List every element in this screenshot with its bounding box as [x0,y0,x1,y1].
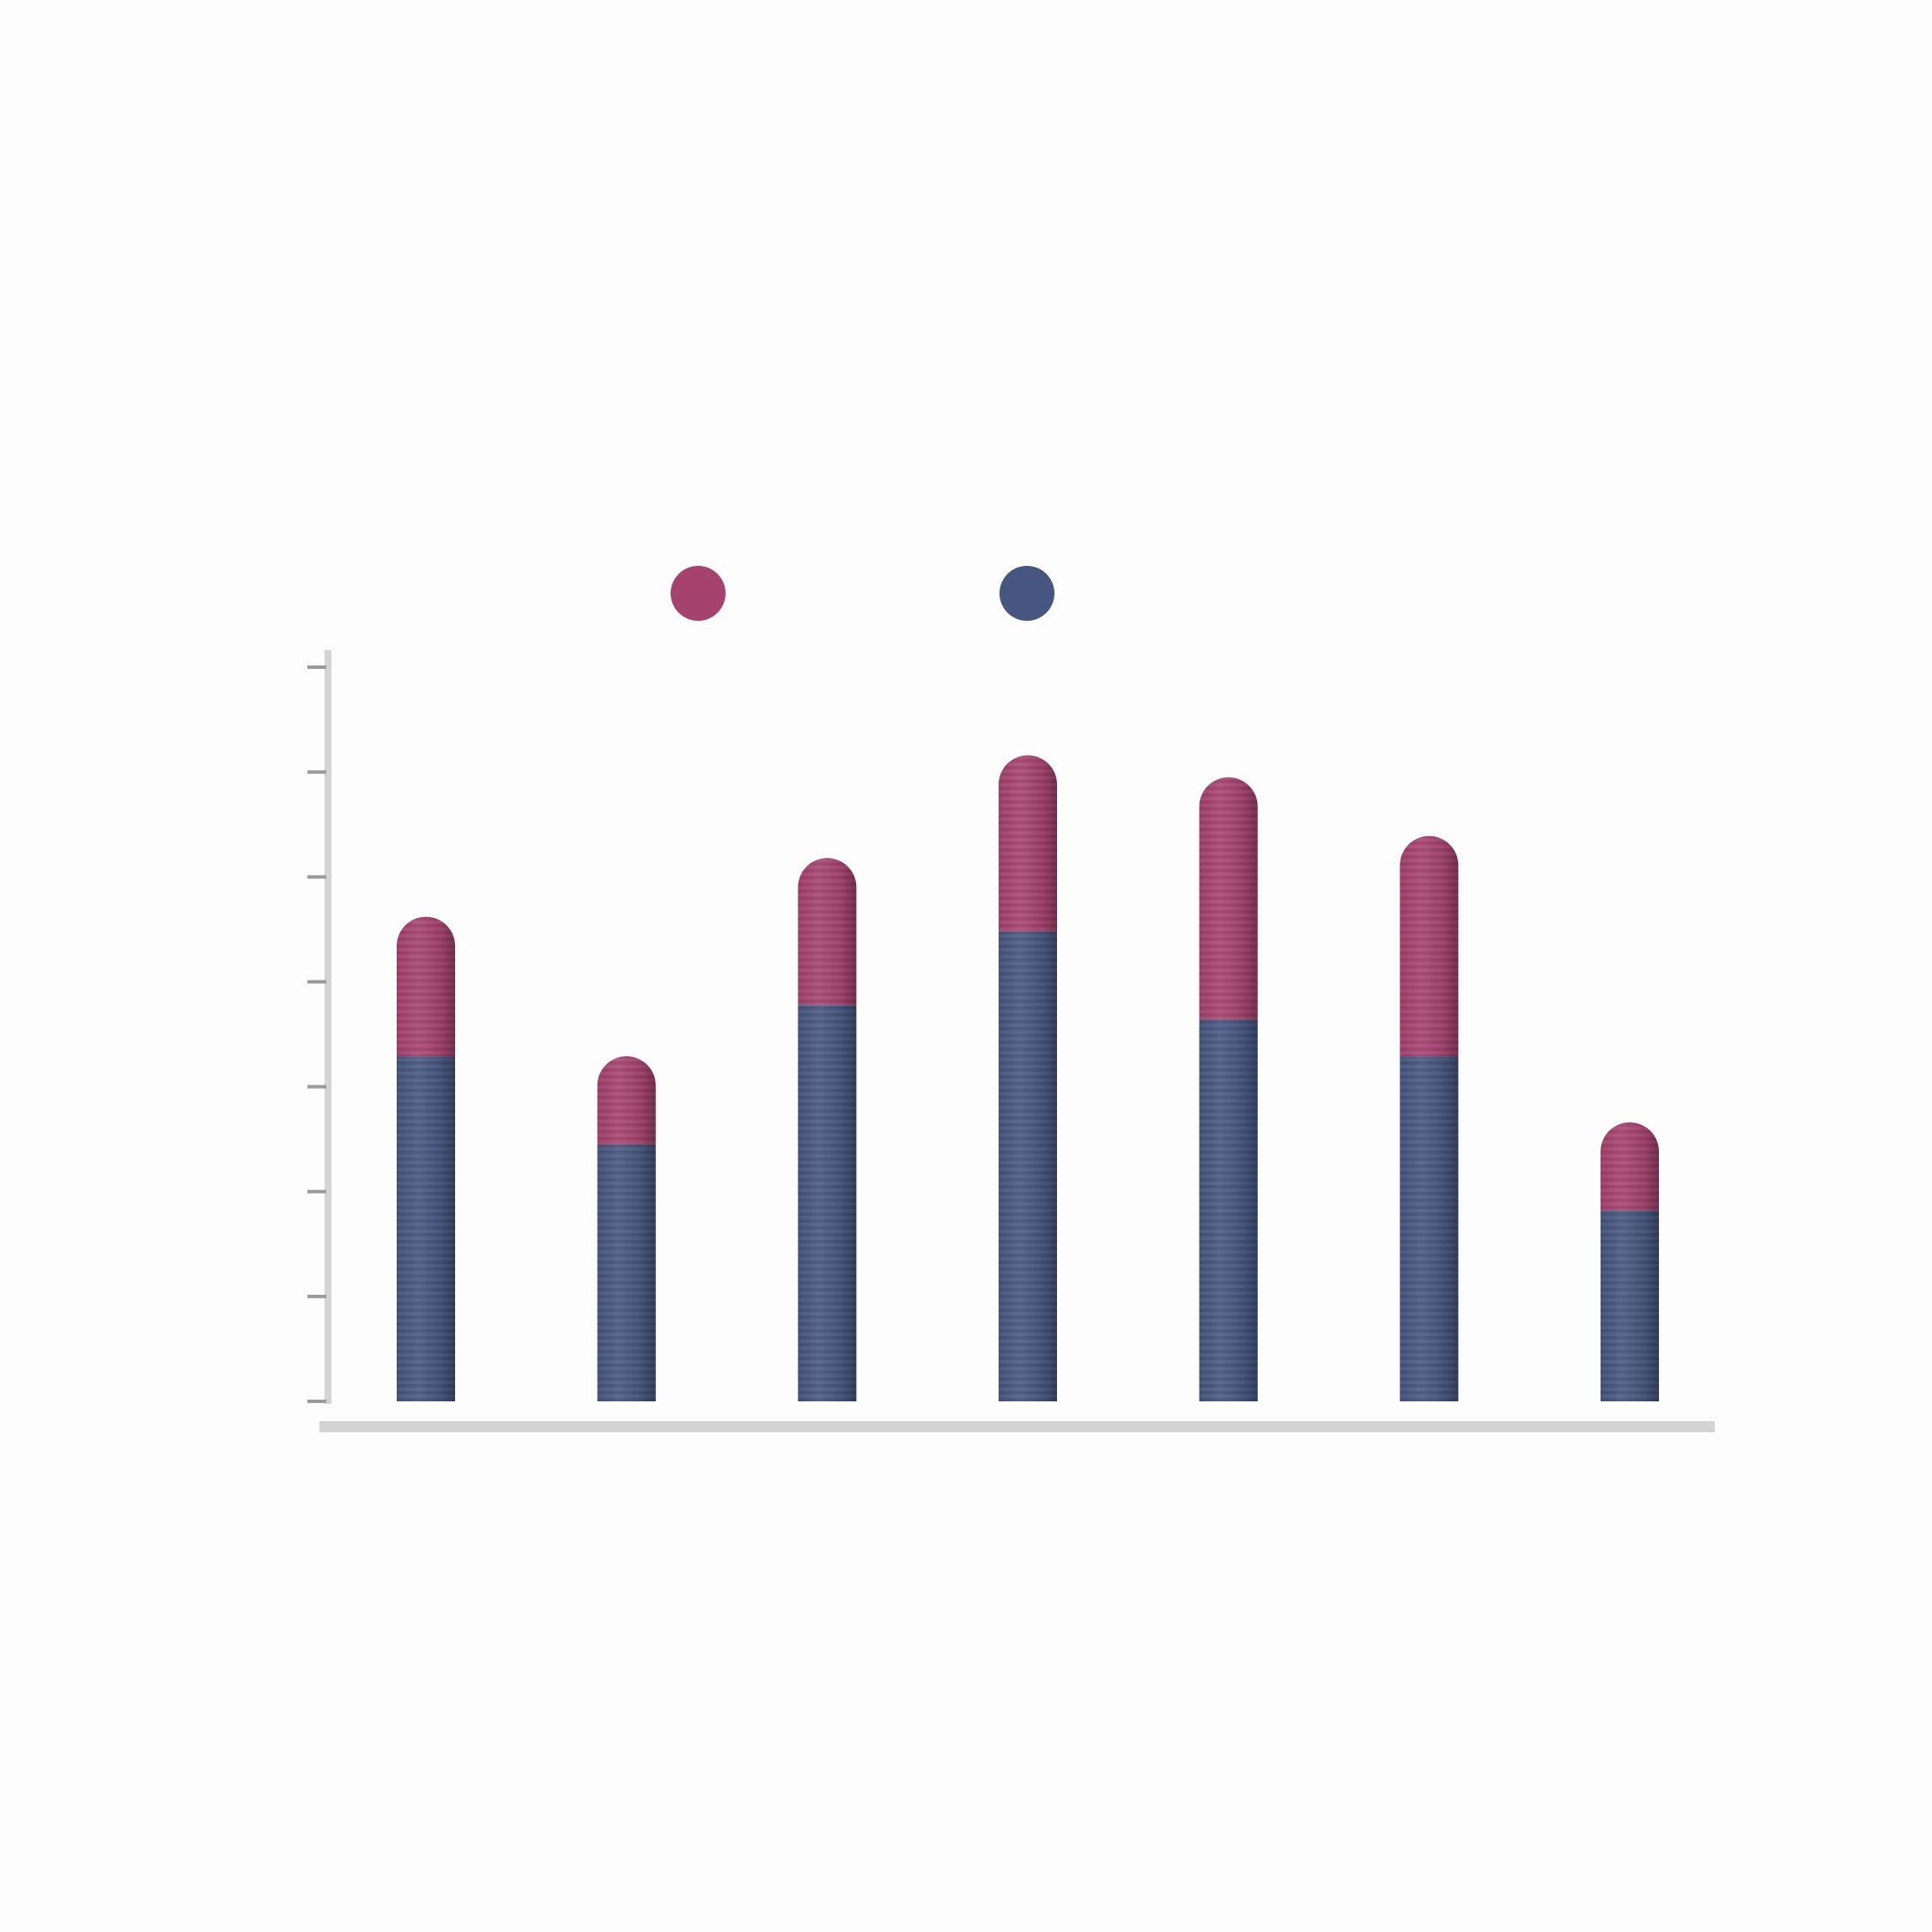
bar-stack [798,858,857,1401]
bar-segment-shading [1199,777,1258,1020]
bar-segment-shading [597,1144,656,1401]
legend [671,566,1054,621]
bar-segment-shading [1601,1122,1659,1211]
bar-stack [1199,777,1258,1401]
bar-stack [1601,1122,1659,1401]
y-tick [307,1189,326,1194]
bar-segment-shading [1601,1210,1659,1401]
bar-stack [597,1056,656,1401]
y-tick [307,665,326,669]
bar-stack [999,755,1057,1401]
bar-segment-shading [999,755,1057,932]
bar-segment-shading [798,858,857,1005]
legend-marker [999,566,1054,621]
y-axis-line [325,650,331,1404]
y-tick [307,1400,326,1403]
y-tick [307,1084,326,1089]
bar-stack [397,916,455,1401]
bar-stack [1400,835,1459,1401]
bar-segment-shading [397,1056,455,1401]
bar-segment-shading [397,916,455,1057]
axes [307,650,1715,1432]
bar-segment-shading [1199,1019,1258,1401]
x-axis-line [319,1421,1715,1432]
legend-marker [671,566,726,621]
y-tick [307,875,326,879]
y-tick [307,770,326,775]
bar-segment-shading [999,931,1057,1401]
y-tick [307,1294,326,1298]
bar-segment-shading [1400,835,1459,1057]
y-tick [307,980,326,984]
bar-segment-shading [798,1005,857,1401]
bar-segment-shading [597,1056,656,1145]
bars [397,755,1659,1401]
bar-segment-shading [1400,1056,1459,1401]
